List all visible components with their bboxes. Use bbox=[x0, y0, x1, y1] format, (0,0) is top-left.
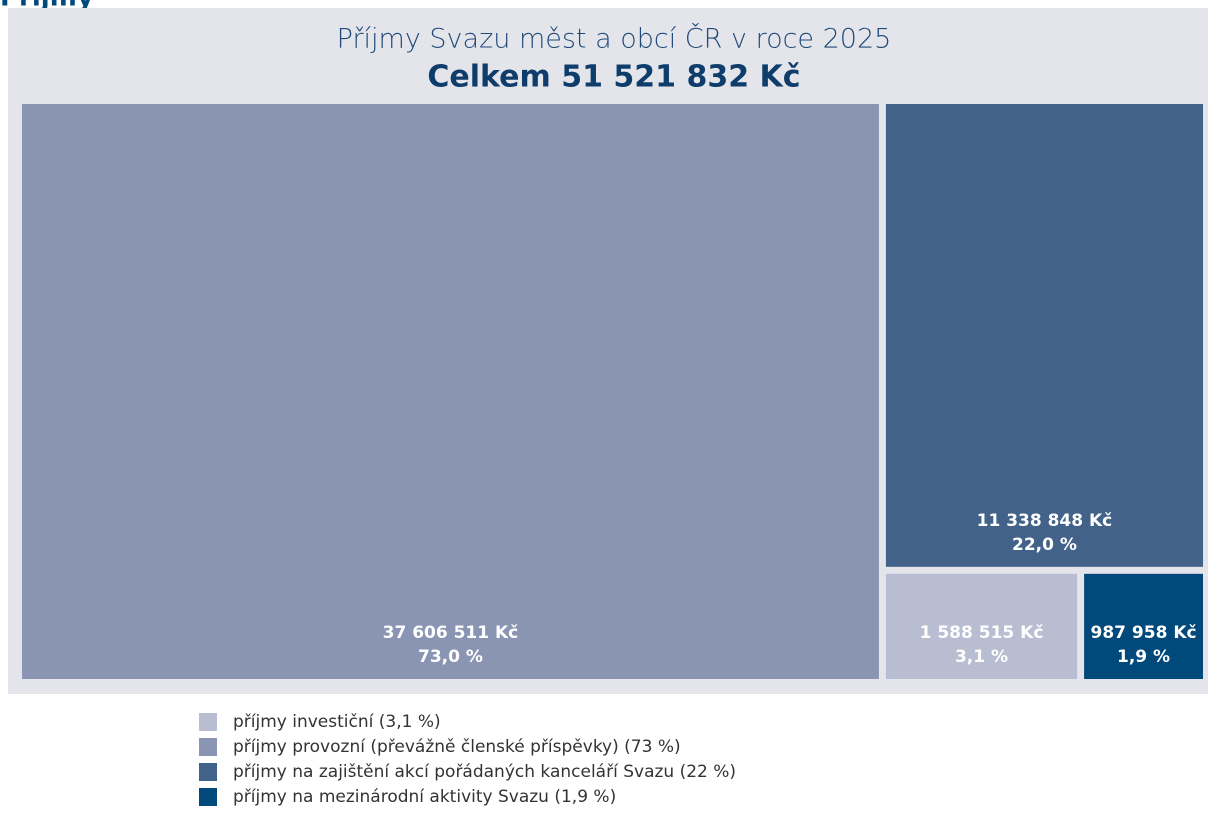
value-label: 987 958 Kč bbox=[1091, 623, 1197, 643]
percent-label: 1,9 % bbox=[1117, 647, 1170, 667]
legend-label: příjmy investiční (3,1 %) bbox=[233, 712, 441, 732]
chart-subtitle: Celkem 51 521 832 Kč bbox=[427, 60, 800, 95]
treemap-tile bbox=[885, 573, 1078, 679]
legend-swatch bbox=[199, 738, 217, 756]
percent-label: 73,0 % bbox=[418, 647, 483, 667]
value-label: 37 606 511 Kč bbox=[383, 623, 519, 643]
treemap-tile bbox=[22, 104, 879, 679]
treemap-tile bbox=[885, 104, 1203, 567]
treemap: 1 588 515 Kč 3,1 % 37 606 511 Kč 73,0 % 11 3… bbox=[22, 104, 1203, 679]
legend-swatch bbox=[199, 763, 217, 781]
legend-label: příjmy na zajištění akcí pořádaných kanc… bbox=[233, 762, 736, 782]
legend: příjmy investiční (3,1 %) příjmy provozní… bbox=[199, 712, 736, 807]
chart-title: Příjmy Svazu měst a obcí ČR v roce 2025 bbox=[337, 23, 892, 55]
legend-swatch bbox=[199, 788, 217, 806]
value-label: 11 338 848 Kč bbox=[977, 511, 1113, 531]
legend-label: příjmy na mezinárodní aktivity Svazu (1,… bbox=[233, 787, 616, 807]
percent-label: 3,1 % bbox=[955, 647, 1008, 667]
legend-label: příjmy provozní (převážně členské příspě… bbox=[233, 737, 681, 757]
treemap-tile bbox=[1084, 573, 1203, 679]
value-label: 1 588 515 Kč bbox=[920, 623, 1044, 643]
percent-label: 22,0 % bbox=[1012, 535, 1077, 555]
legend-swatch bbox=[199, 713, 217, 731]
